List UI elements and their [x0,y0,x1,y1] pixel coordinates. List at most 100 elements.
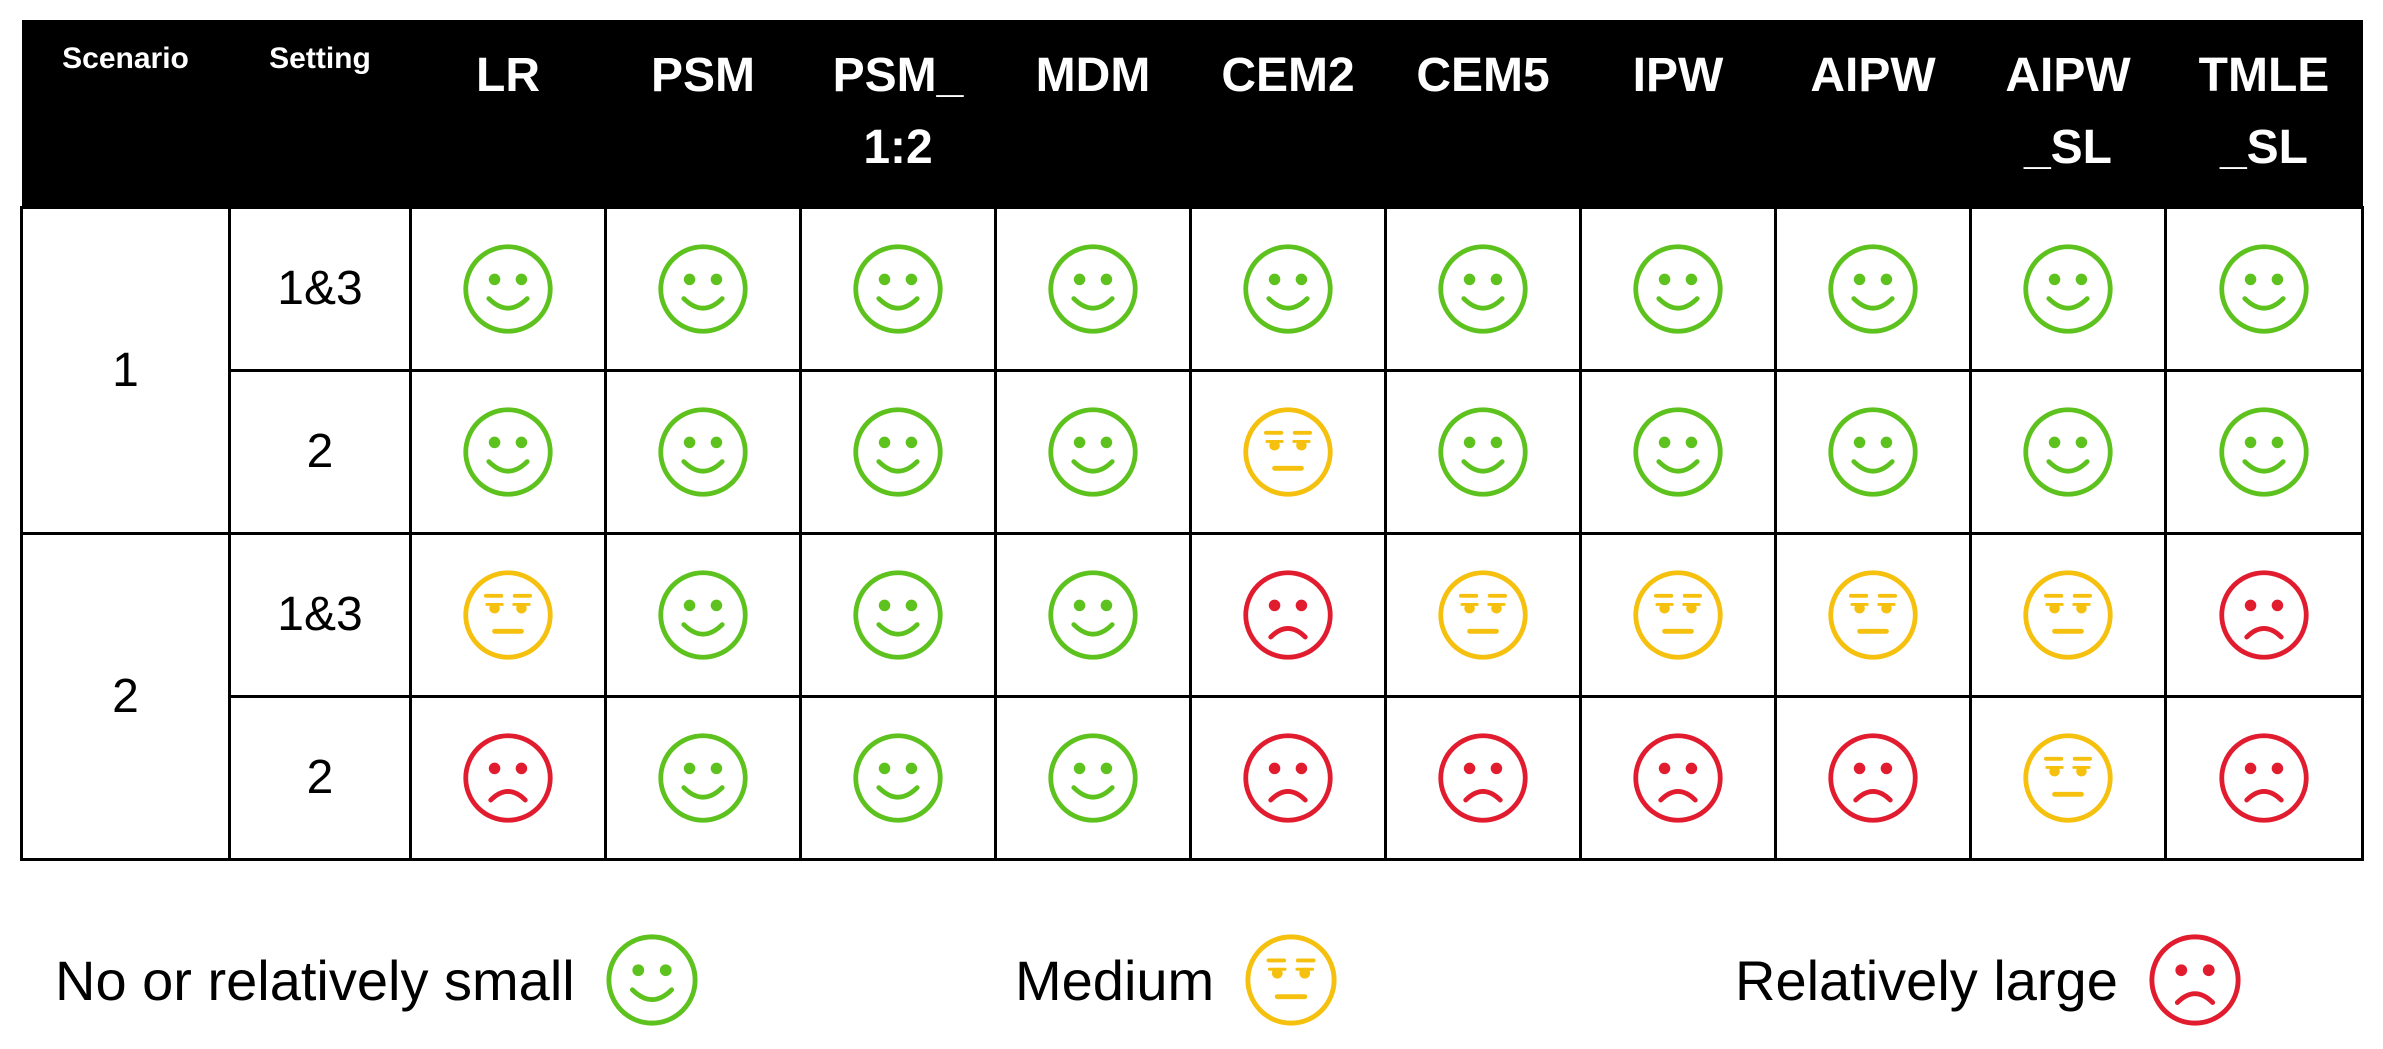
rating-cell [1189,531,1387,698]
header-scenario: Scenario [21,20,230,207]
smiley-face-icon [1387,241,1579,337]
header-method-label: LR [476,49,540,102]
smiley-face-icon [1777,404,1969,500]
rating-cell [1969,531,2167,698]
neutral-face-icon [1387,567,1579,663]
smiley-face-icon [997,241,1189,337]
rating-cell [799,368,997,535]
header-method-label: PSM_ 1:2 [832,49,964,174]
header-method-label: PSM [650,49,755,102]
rating-cell [2164,531,2364,698]
legend-label: Medium [1015,948,1215,1012]
header-method-label: AIPW [1810,49,1936,102]
rating-cell [409,205,607,372]
rating-cell [2164,694,2364,861]
legend-item: Relatively large [1735,930,2244,1030]
smiley-face-icon [997,567,1189,663]
smiley-face-icon [802,730,994,826]
table-row: 2 1&3 [20,531,2364,861]
rating-cell [604,694,802,861]
header-method: IPW [1580,20,1776,207]
header-method: CEM2 [1190,20,1386,207]
setting-cell: 2 [228,368,412,535]
rating-cell [1189,368,1387,535]
rating-cell [1579,531,1777,698]
smiley-face-icon [997,404,1189,500]
smiley-face-icon [802,404,994,500]
rating-cell [409,531,607,698]
header-method-label: AIPW _SL [2005,49,2131,174]
smiley-face-icon [607,404,799,500]
header-method-label: CEM2 [1221,49,1355,102]
header-row: Scenario Setting LR PSM PSM_ 1:2 MDM CEM2 CEM… [21,20,2363,207]
rating-cell [994,368,1192,535]
smiley-face-icon [1972,241,2164,337]
smiley-face-icon [1777,241,1969,337]
smiley-face-icon [2167,241,2361,337]
table-row: 2 [22,694,2364,861]
table-row: 1 1&3 [20,205,2364,535]
rating-cell [1969,368,2167,535]
rating-cell [1384,694,1582,861]
rating-cell [409,368,607,535]
rating-cell [1384,368,1582,535]
rating-cell [799,694,997,861]
frowning-face-icon [2167,567,2361,663]
legend-item: Medium [1015,930,1340,1030]
rating-cell [1774,531,1972,698]
frowning-face-icon [1582,730,1774,826]
smiley-face-icon [802,567,994,663]
neutral-face-icon [1777,567,1969,663]
rating-cell [1969,694,2167,861]
smiley-face-icon [607,730,799,826]
frowning-face-icon [2167,730,2361,826]
header-method: AIPW _SL [1970,20,2166,207]
header-method: MDM [995,20,1191,207]
table-row: 2 [22,368,2364,535]
setting-cell: 1&3 [228,205,412,372]
header-method-label: MDM [1035,49,1151,102]
frowning-face-icon [2146,931,2244,1029]
neutral-face-icon [1192,404,1384,500]
header-method: PSM_ 1:2 [800,20,996,207]
header-method: PSM [605,20,801,207]
smiley-face-icon [997,730,1189,826]
smiley-face-icon [2167,404,2361,500]
rating-cell [994,694,1192,861]
rating-cell [1189,694,1387,861]
legend-item: No or relatively small [55,930,701,1030]
rating-cell [1774,368,1972,535]
rating-cell [1969,205,2167,372]
smiley-face-icon [607,241,799,337]
neutral-face-icon [1582,567,1774,663]
legend: No or relatively small Medium Relatively… [0,930,2383,1030]
scenario-cell: 1 [20,205,231,535]
header-method-label: TMLE _SL [2198,49,2330,174]
rating-cell [409,694,607,861]
smiley-face-icon [802,241,994,337]
frowning-face-icon [412,730,604,826]
setting-cell: 2 [228,694,412,861]
smiley-face-icon [603,931,701,1029]
rating-cell [1384,205,1582,372]
header-method-label: CEM5 [1416,49,1550,102]
rating-cell [994,205,1192,372]
neutral-face-icon [1972,730,2164,826]
frowning-face-icon [1387,730,1579,826]
results-table: Scenario Setting LR PSM PSM_ 1:2 MDM CEM2 CEM… [20,20,2364,861]
neutral-face-icon [412,567,604,663]
smiley-face-icon [607,567,799,663]
neutral-face-icon [1972,567,2164,663]
rating-cell [2164,205,2364,372]
rating-cell [1774,205,1972,372]
header-method: TMLE _SL [2165,20,2363,207]
rating-cell [1384,531,1582,698]
smiley-face-icon [1582,241,1774,337]
header-method: LR [410,20,606,207]
smiley-face-icon [412,404,604,500]
table-body: 1 1&3 [20,205,2364,861]
header-method: AIPW [1775,20,1971,207]
rating-cell [799,205,997,372]
frowning-face-icon [1192,730,1384,826]
legend-label: No or relatively small [55,948,575,1012]
